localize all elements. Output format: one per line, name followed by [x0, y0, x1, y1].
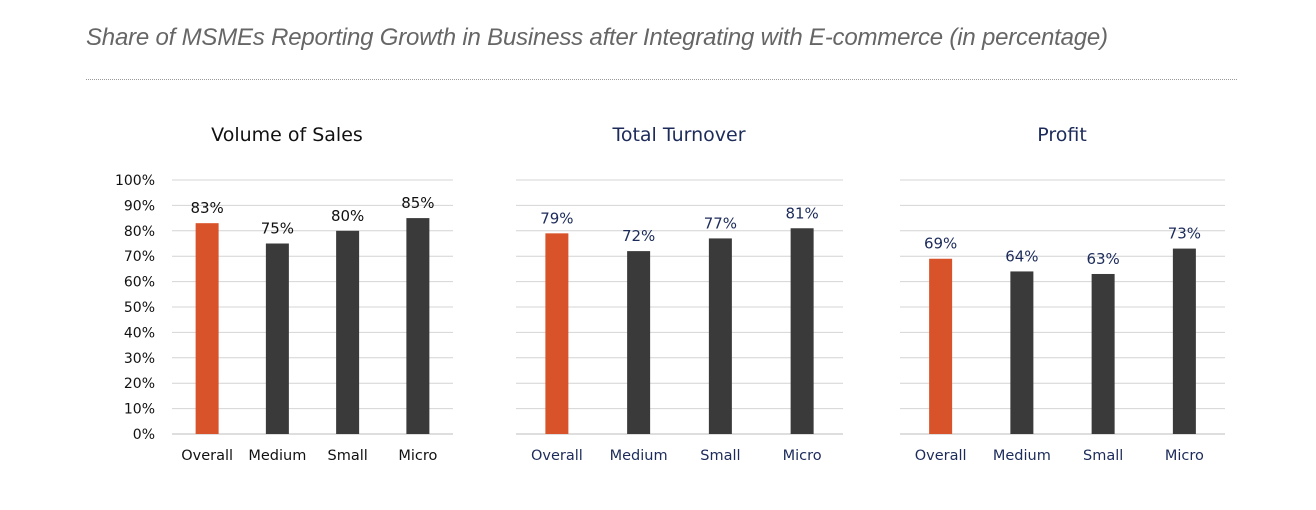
bar-micro [790, 228, 814, 434]
y-tick-label: 90% [124, 198, 155, 214]
y-tick-label: 60% [124, 275, 155, 291]
category-label: Small [327, 448, 367, 464]
bar-overall [929, 258, 953, 434]
bar-overall [195, 223, 219, 434]
chart-panel-2: Total Turnover 79% Overall 72% Medium 77% Smal… [516, 124, 843, 464]
data-label: 64% [1005, 247, 1038, 265]
data-label: 69% [924, 235, 957, 253]
data-label: 85% [401, 194, 434, 212]
category-label: Micro [783, 448, 822, 464]
category-label: Overall [915, 448, 967, 464]
data-label: 83% [190, 199, 223, 217]
bar-micro [1172, 248, 1196, 434]
category-label: Micro [398, 448, 437, 464]
chart-title: Volume of Sales [211, 124, 363, 146]
bar-small [1091, 273, 1115, 434]
bar-medium [265, 243, 289, 434]
bar-medium [1010, 271, 1034, 434]
data-label: 72% [622, 227, 655, 245]
y-tick-label: 40% [124, 325, 155, 341]
bar-overall [545, 233, 569, 434]
category-label: Medium [610, 448, 668, 464]
data-label: 80% [331, 207, 364, 225]
bar-small [336, 230, 360, 434]
bar-micro [406, 218, 430, 434]
data-label: 73% [1168, 225, 1201, 243]
y-tick-label: 10% [124, 402, 155, 418]
chart-panel-3: Profit 69% Overall 64% Medium 63% Small 73% Micr… [900, 124, 1225, 464]
chart-panel-1: Volume of Sales 0% 10% 20% 30% 40% 50% 60% 70% 80… [115, 124, 453, 464]
y-tick-label: 50% [124, 300, 155, 316]
category-label: Overall [531, 448, 583, 464]
data-label: 75% [261, 220, 294, 238]
y-tick-label: 0% [133, 427, 155, 443]
y-tick-label: 100% [115, 173, 155, 189]
bar-small [708, 238, 732, 434]
category-label: Medium [248, 448, 306, 464]
chart-title: Total Turnover [611, 124, 745, 146]
y-tick-label: 20% [124, 376, 155, 392]
data-label: 63% [1086, 250, 1119, 268]
data-label: 79% [540, 209, 573, 227]
y-tick-label: 30% [124, 351, 155, 367]
category-label: Small [700, 448, 740, 464]
category-label: Medium [993, 448, 1051, 464]
page-title: Share of MSMEs Reporting Growth in Busin… [86, 24, 1108, 51]
bar-medium [627, 251, 651, 434]
data-label: 81% [785, 204, 818, 222]
category-label: Overall [181, 448, 233, 464]
category-label: Micro [1165, 448, 1204, 464]
title-divider [86, 79, 1237, 80]
category-label: Small [1083, 448, 1123, 464]
y-tick-label: 70% [124, 249, 155, 265]
y-tick-label: 80% [124, 224, 155, 240]
chart-title: Profit [1037, 124, 1087, 146]
data-label: 77% [704, 214, 737, 232]
